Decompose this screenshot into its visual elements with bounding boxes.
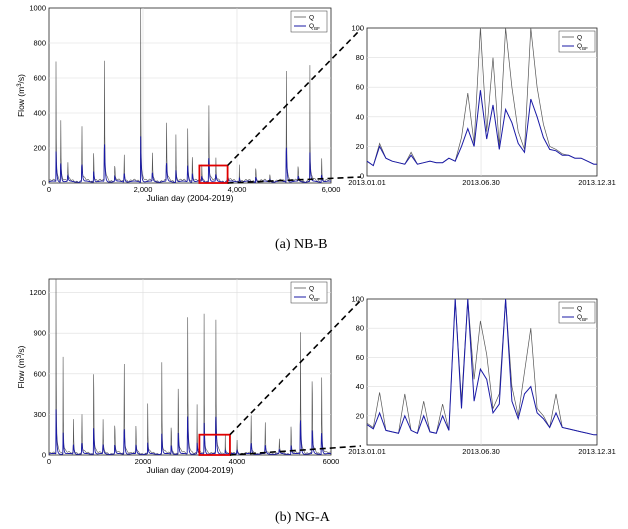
legend-q-label: Q: [309, 15, 314, 22]
x-axis-label: Julian day (2004-2019): [147, 465, 234, 475]
y-tick-label: 80: [356, 324, 364, 333]
plot-frame-0: [48, 7, 332, 184]
caption-b: (b) NG-A: [275, 510, 331, 525]
x-tick-label: 6,000: [322, 185, 341, 194]
connector-bottom: [229, 445, 362, 456]
y-tick-label: 600: [33, 74, 46, 83]
y-tick-label: 400: [33, 109, 46, 118]
panel-ng-a-full: 0 300 600 900 1200 0 2000 4000 6000 Julian day (2…: [16, 278, 340, 475]
y-tick-label: 40: [356, 382, 364, 391]
series-qbf-line: [366, 90, 597, 167]
y-tick-label: 0: [42, 451, 46, 460]
y-tick-label: 100: [351, 295, 364, 304]
legend-box: [558, 30, 596, 53]
zoom-highlight-box: [198, 164, 229, 184]
legend-box: [558, 301, 596, 324]
zoom-highlight-box: [198, 433, 231, 456]
y-tick-label: 300: [33, 410, 46, 419]
x-tick-label: 2013.01.01: [348, 447, 386, 456]
panel-nb-b-full: 0 200 400 600 800 1000 0 2,000 4,000 6,000 Julian …: [16, 4, 340, 204]
y-tick-label: 20: [356, 142, 364, 151]
y-tick-label: 800: [33, 39, 46, 48]
legend-q-label: Q: [309, 286, 314, 293]
connector-top: [227, 28, 362, 167]
zoom-connectors: [227, 28, 362, 456]
y-tick-label: 100: [351, 24, 364, 33]
legend-qbf-label: QBF: [309, 23, 320, 31]
series-q-line: [48, 7, 332, 184]
x-tick-label: 4000: [229, 457, 246, 466]
legend-q-label: Q: [577, 306, 582, 313]
series-qbf-line: [48, 136, 331, 184]
x-tick-label: 2013.12.31: [578, 178, 616, 187]
connector-top: [229, 299, 362, 436]
series-q-line: [48, 278, 332, 456]
legend-q-label: Q: [577, 35, 582, 42]
y-tick-label: 600: [33, 369, 46, 378]
panel-nb-b-zoom: 0 20 40 60 80 100 2013.01.01 2013.06.30 2013.12.…: [348, 24, 616, 188]
y-tick-label: 0: [360, 172, 364, 181]
y-tick-label: 20: [356, 411, 364, 420]
legend-box: [290, 10, 328, 33]
y-tick-label: 200: [33, 144, 46, 153]
x-tick-label: 2013.06.30: [462, 447, 500, 456]
series-qbf-line: [49, 409, 331, 456]
y-tick-label: 1200: [29, 288, 46, 297]
plot-frame-2: [48, 278, 332, 456]
x-tick-label: 4,000: [228, 185, 247, 194]
panel-ng-a-zoom: 20 40 60 80 100 2013.01.01 2013.06.30 2013.12.3…: [348, 295, 616, 457]
y-tick-label: 80: [356, 53, 364, 62]
y-tick-label: 60: [356, 83, 364, 92]
legend-qbf-label: QBF: [577, 43, 588, 51]
caption-a: (a) NB-B: [275, 237, 328, 252]
legend-box: [290, 281, 328, 304]
x-tick-label: 2,000: [134, 185, 153, 194]
y-axis-label: Flow (m3/s): [16, 345, 26, 388]
legend-qbf-label: QBF: [577, 314, 588, 322]
x-tick-label: 2013.06.30: [462, 178, 500, 187]
x-tick-label: 0: [47, 185, 51, 194]
series-q-line: [366, 298, 597, 436]
x-tick-label: 6000: [323, 457, 340, 466]
x-tick-label: 2013.01.01: [348, 178, 386, 187]
connector-bottom: [227, 176, 362, 184]
x-tick-label: 2013.12.31: [578, 447, 616, 456]
y-tick-label: 40: [356, 112, 364, 121]
x-tick-label: 2000: [135, 457, 152, 466]
y-axis-label: Flow (m3/s): [16, 74, 26, 117]
y-tick-label: 900: [33, 329, 46, 338]
x-tick-label: 0: [47, 457, 51, 466]
legend-qbf-label: QBF: [309, 294, 320, 302]
series-qbf-line: [366, 298, 597, 436]
y-tick-label: 0: [42, 179, 46, 188]
y-tick-label: 60: [356, 353, 364, 362]
y-tick-label: 1000: [29, 4, 46, 13]
x-axis-label: Julian day (2004-2019): [147, 193, 234, 203]
